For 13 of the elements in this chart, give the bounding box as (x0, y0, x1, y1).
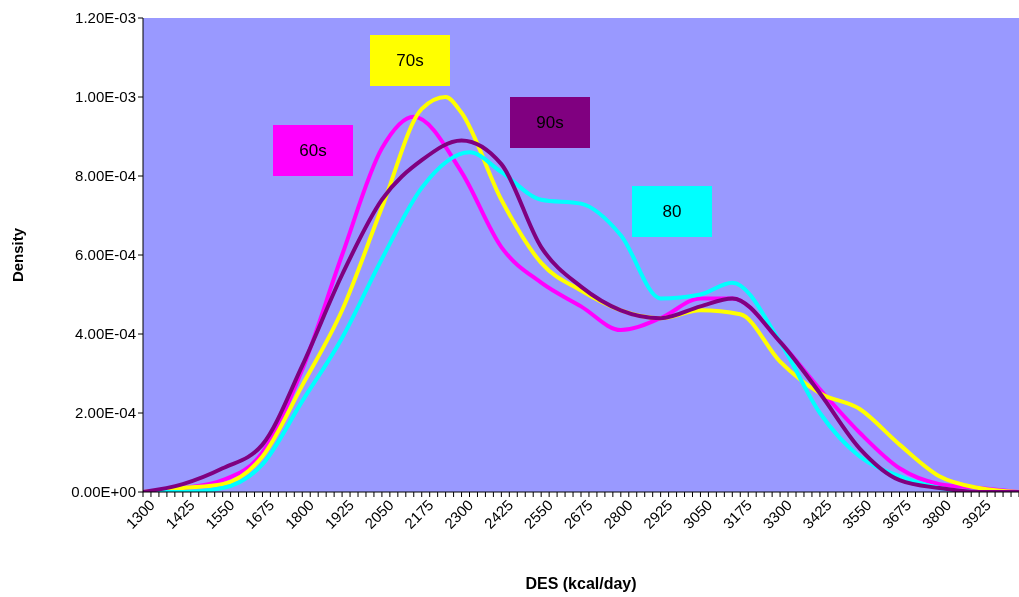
name-box: 80 (632, 186, 712, 237)
y-tick-label: 1.00E-03 (75, 88, 136, 106)
y-tick-label: 0.00E+00 (71, 483, 136, 501)
name-box: 90s (510, 97, 590, 148)
y-tick-label: 4.00E-04 (75, 325, 136, 343)
y-tick-label: 2.00E-04 (75, 404, 136, 422)
name-box: 70s (370, 35, 450, 86)
x-axis-title: DES (kcal/day) (525, 575, 637, 592)
y-tick-label: 8.00E-04 (75, 167, 136, 185)
y-tick-label: 6.00E-04 (75, 246, 136, 264)
name-box: 60s (273, 125, 353, 176)
y-axis-title: Density (9, 227, 27, 283)
y-tick-label: 1.20E-03 (75, 9, 136, 27)
